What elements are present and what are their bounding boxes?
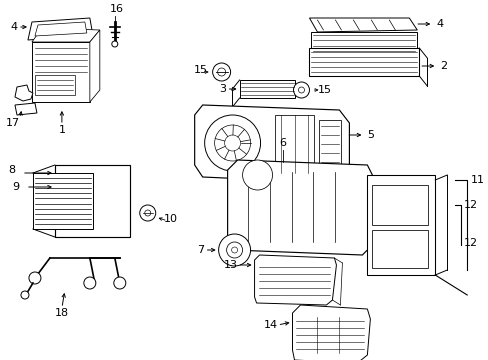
Bar [371,185,427,225]
Text: 4: 4 [435,19,443,29]
Circle shape [140,205,155,221]
Polygon shape [15,103,37,115]
Circle shape [112,41,118,47]
Circle shape [224,135,240,151]
Circle shape [204,115,260,171]
Bar [32,42,90,102]
Text: 5: 5 [366,130,374,140]
Text: 3: 3 [219,84,226,94]
Bar [239,80,294,98]
Polygon shape [194,105,349,183]
Text: 14: 14 [263,320,277,330]
Text: 1: 1 [58,125,65,135]
Text: 15: 15 [193,65,207,75]
Bar [319,120,341,168]
Bar [35,75,75,95]
Text: 15: 15 [317,85,331,95]
Text: 17: 17 [6,118,20,128]
Circle shape [212,63,230,81]
Polygon shape [227,160,371,255]
Polygon shape [15,85,33,101]
Polygon shape [90,30,100,102]
Text: 8: 8 [8,165,15,175]
Circle shape [217,68,225,76]
Text: 2: 2 [439,61,447,71]
Circle shape [298,87,304,93]
Text: 6: 6 [279,138,285,148]
Bar [309,48,418,76]
Polygon shape [28,18,93,40]
Circle shape [293,82,309,98]
Text: 7: 7 [197,245,204,255]
Circle shape [242,160,272,190]
Bar [371,230,427,268]
Bar [274,115,314,173]
Circle shape [214,125,250,161]
Bar [366,175,434,275]
Circle shape [144,210,150,216]
Text: 18: 18 [55,308,69,318]
Bar [33,173,93,229]
Polygon shape [35,22,87,36]
Text: 11: 11 [470,175,484,185]
Text: 9: 9 [12,182,19,192]
Circle shape [21,291,29,299]
Circle shape [83,277,96,289]
Text: 12: 12 [463,238,477,248]
Polygon shape [32,28,100,42]
Polygon shape [292,305,369,360]
Circle shape [231,247,237,253]
Text: 4: 4 [11,22,18,32]
Circle shape [226,242,242,258]
Circle shape [218,234,250,266]
Text: 10: 10 [163,214,177,224]
Text: 13: 13 [223,260,237,270]
Circle shape [29,272,41,284]
Circle shape [114,277,125,289]
Bar [55,165,129,237]
Polygon shape [254,255,336,305]
Text: 12: 12 [463,200,477,210]
Bar [311,32,416,54]
Polygon shape [309,18,416,32]
Text: 16: 16 [110,4,123,14]
